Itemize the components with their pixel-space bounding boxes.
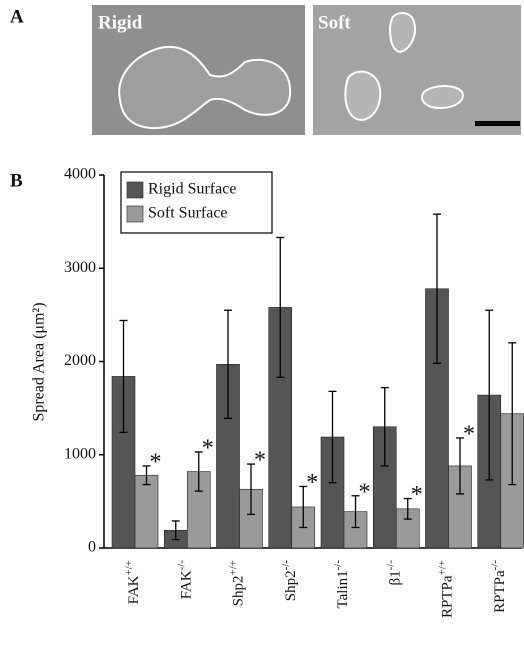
x-tick-label: RPTPa-/- bbox=[488, 560, 508, 613]
x-tick-label: β1-/- bbox=[384, 560, 404, 586]
x-tick-label: RPTPa+/+ bbox=[436, 560, 456, 618]
category-superscript: +/+ bbox=[227, 560, 239, 575]
significance-marker: * bbox=[359, 479, 371, 505]
significance-marker: * bbox=[306, 470, 318, 496]
micrograph-soft: Soft bbox=[313, 5, 521, 135]
category-superscript: +/+ bbox=[436, 560, 448, 575]
x-tick-label: FAK-/- bbox=[175, 560, 195, 600]
legend-swatch bbox=[127, 182, 143, 198]
category-name: β1 bbox=[388, 570, 404, 585]
y-axis-label: Spread Area (μm²) bbox=[31, 302, 48, 421]
x-tick-label: FAK+/+ bbox=[123, 560, 143, 604]
category-name: FAK bbox=[126, 575, 142, 604]
category-name: Talin1 bbox=[335, 570, 351, 608]
category-name: Shp2 bbox=[231, 575, 247, 606]
significance-marker: * bbox=[411, 482, 423, 508]
y-tick-label: 2000 bbox=[64, 352, 96, 369]
category-superscript: -/- bbox=[175, 560, 187, 571]
image-label: Rigid bbox=[98, 12, 143, 33]
category-name: FAK bbox=[179, 570, 195, 599]
significance-marker: * bbox=[150, 449, 162, 475]
x-tick-label: Shp2-/- bbox=[279, 560, 299, 602]
y-tick-label: 1000 bbox=[64, 445, 96, 462]
category-name: RPTPa bbox=[440, 575, 456, 618]
significance-marker: * bbox=[463, 421, 475, 447]
panel-label: B bbox=[10, 170, 23, 191]
legend-label: Rigid Surface bbox=[148, 181, 236, 198]
category-superscript: -/- bbox=[279, 560, 291, 571]
y-tick-label: 0 bbox=[88, 539, 96, 556]
category-superscript: -/- bbox=[384, 560, 396, 571]
y-tick-label: 3000 bbox=[64, 259, 96, 276]
category-superscript: +/+ bbox=[123, 560, 135, 575]
x-tick-label: Shp2+/+ bbox=[227, 560, 247, 606]
category-name: Shp2 bbox=[283, 570, 299, 601]
legend-label: Soft Surface bbox=[148, 205, 228, 222]
significance-marker: * bbox=[254, 448, 266, 474]
micrograph-rigid: Rigid bbox=[92, 5, 305, 135]
category-name: RPTPa bbox=[492, 570, 508, 613]
image-label: Soft bbox=[318, 12, 351, 33]
significance-marker: * bbox=[202, 435, 214, 461]
x-tick-label: Talin1-/- bbox=[332, 560, 352, 609]
panel-label: A bbox=[10, 6, 24, 27]
bar bbox=[135, 475, 158, 548]
figure: A B Rigid Soft Spread Area (μm²) 0 1000 20… bbox=[0, 0, 524, 652]
legend-swatch bbox=[127, 206, 143, 222]
y-tick-label: 4000 bbox=[64, 166, 96, 183]
legend: Rigid Surface Soft Surface bbox=[121, 172, 272, 233]
category-superscript: -/- bbox=[332, 560, 344, 571]
category-superscript: -/- bbox=[488, 560, 500, 571]
